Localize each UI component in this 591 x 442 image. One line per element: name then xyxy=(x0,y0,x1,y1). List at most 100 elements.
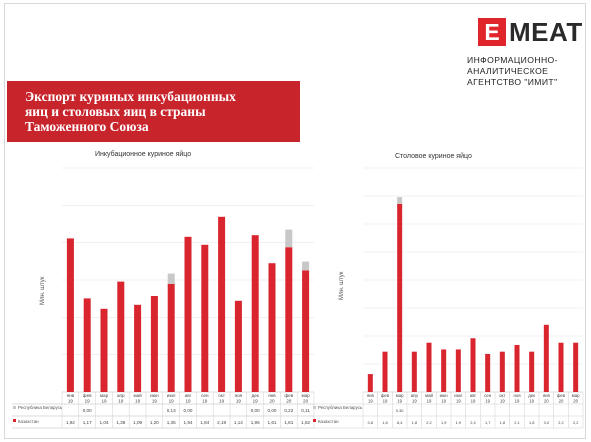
chart1-legend-key-belarus xyxy=(313,406,316,409)
agency-line-2: АНАЛИТИЧЕСКОЕ xyxy=(467,66,549,76)
chart0-legend-kazakhstan: Казахстан xyxy=(18,419,39,424)
chart1-bar-kazakhstan xyxy=(514,344,520,392)
chart0-value-kazakhstan: 1,04 xyxy=(100,420,109,425)
chart0-category-label: сен xyxy=(201,393,209,398)
chart1-value-kazakhstan: 2,4 xyxy=(470,420,476,425)
chart0-category-label: 19 xyxy=(219,399,225,404)
chart1-value-kazakhstan: 1,8 xyxy=(382,420,387,425)
chart1-category-label: 19 xyxy=(471,399,476,404)
chart1-bar-kazakhstan xyxy=(573,342,579,392)
chart0-bar-belarus xyxy=(285,229,293,248)
agency-line-1: ИНФОРМАЦИОННО- xyxy=(467,55,558,65)
chart1-bar-kazakhstan xyxy=(543,324,549,392)
chart0-category-label: окт xyxy=(218,393,226,398)
chart1-category-label: авг xyxy=(470,393,477,398)
chart0-bar-kazakhstan xyxy=(201,244,209,392)
chart1-category-label: 19 xyxy=(412,399,417,404)
chart1-category-label: фев xyxy=(557,393,566,398)
chart1-bar-kazakhstan xyxy=(455,349,461,392)
chart0-bar-kazakhstan xyxy=(218,216,226,392)
chart0-value-kazakhstan: 1,35 xyxy=(167,420,176,425)
chart1-value-kazakhstan: 2,2 xyxy=(426,420,431,425)
chart1-value-kazakhstan: 2,2 xyxy=(573,420,578,425)
chart0-value-kazakhstan: 1,09 xyxy=(133,420,142,425)
chart1-value-kazakhstan: 1,7 xyxy=(485,420,490,425)
chart0-value-kazakhstan: 1,14 xyxy=(234,420,243,425)
chart1-value-belarus: 0,30 xyxy=(396,408,404,413)
chart0-category-label: май xyxy=(133,392,142,398)
chart1-bar-kazakhstan xyxy=(529,351,535,392)
chart0-category-label: апр xyxy=(117,393,125,398)
chart1-bar-kazakhstan xyxy=(367,374,373,392)
chart0-value-belarus: 0,00 xyxy=(184,408,193,413)
chart0-value-belarus: 0,13 xyxy=(167,408,176,413)
chart0-bar-kazakhstan xyxy=(83,298,91,392)
chart0-bar-kazakhstan xyxy=(134,304,142,392)
chart0-category-label: авг xyxy=(185,393,192,398)
chart0-bar-kazakhstan xyxy=(302,270,310,392)
chart1-bar-kazakhstan xyxy=(397,203,403,392)
slide-title-line-1: Экспорт куриных инкубационных xyxy=(25,89,236,104)
chart0-category-label: янв xyxy=(268,393,276,398)
chart1-category-label: 20 xyxy=(559,399,564,404)
chart1-value-kazakhstan: 2,2 xyxy=(558,420,563,425)
chart1-legend-belarus: Республика Беларусь xyxy=(318,405,363,410)
chart1-category-label: сен xyxy=(484,393,492,398)
chart0-bar-kazakhstan xyxy=(285,247,293,392)
chart0-category-label: 20 xyxy=(269,399,275,404)
chart-title-hatching: Инкубационное куриное яйцо xyxy=(95,151,192,158)
chart0-category-label: фев xyxy=(284,393,293,398)
chart0-legend-key-kazakhstan xyxy=(13,419,16,422)
chart1-bar-kazakhstan xyxy=(499,351,505,392)
chart1-value-kazakhstan: 1,8 xyxy=(412,420,417,425)
chart0-bar-belarus xyxy=(302,261,310,271)
chart1-bar-kazakhstan xyxy=(411,351,417,392)
chart1-value-kazakhstan: 8,4 xyxy=(397,420,403,425)
chart1-value-kazakhstan: 1,8 xyxy=(529,420,534,425)
chart0-value-belarus: 0,00 xyxy=(251,408,260,413)
chart1-category-label: 19 xyxy=(456,399,461,404)
chart0-value-kazakhstan: 1,38 xyxy=(116,420,125,425)
chart1-value-kazakhstan: 3,0 xyxy=(544,420,550,425)
chart0-value-kazakhstan: 1,17 xyxy=(83,420,92,425)
chart0-category-label: 19 xyxy=(85,399,91,404)
chart0-category-label: июл xyxy=(167,393,176,398)
chart0-bar-kazakhstan xyxy=(268,263,276,392)
chart1-category-label: апр xyxy=(411,393,419,398)
chart0-value-belarus: 0,00 xyxy=(268,408,277,413)
chart0-value-belarus: 0,22 xyxy=(284,408,293,413)
chart0-value-belarus: 0,11 xyxy=(301,408,310,413)
chart0-bar-kazakhstan xyxy=(66,238,74,392)
agency-line-3: АГЕНТСТВО "ИМИТ" xyxy=(467,77,558,87)
chart0-value-kazakhstan: 1,84 xyxy=(200,420,209,425)
chart1-legend-key-kazakhstan xyxy=(313,419,316,422)
chart0-category-label: 19 xyxy=(253,399,259,404)
chart0-category-label: 19 xyxy=(118,399,124,404)
chart0-category-label: дек xyxy=(252,393,260,398)
chart1-bar-kazakhstan xyxy=(470,338,476,392)
chart1-category-label: 19 xyxy=(529,399,534,404)
chart1-category-label: янв xyxy=(367,393,375,398)
logo-letter: E xyxy=(478,18,506,46)
slide-title-line-2: яиц и столовых яиц в страны xyxy=(25,104,206,119)
chart0-category-label: 19 xyxy=(169,399,175,404)
chart1-bar-kazakhstan xyxy=(485,353,491,392)
chart0-category-label: 20 xyxy=(303,399,309,404)
chart0-category-label: 19 xyxy=(202,399,208,404)
chart0-category-label: ноя xyxy=(235,393,243,398)
agency-name: ИНФОРМАЦИОННО- АНАЛИТИЧЕСКОЕ АГЕНТСТВО "… xyxy=(467,55,585,88)
chart0-value-kazakhstan: 2,19 xyxy=(217,420,226,425)
slide-title: Экспорт куриных инкубационных яиц и стол… xyxy=(7,81,300,142)
chart1-category-label: мар xyxy=(572,393,580,398)
chart1-category-label: дек xyxy=(528,393,535,398)
chart0-bar-kazakhstan xyxy=(234,300,242,392)
chart0-value-kazakhstan: 1,94 xyxy=(184,420,193,425)
chart1-category-label: 19 xyxy=(368,399,373,404)
chart1-category-label: 19 xyxy=(500,399,505,404)
chart1-category-label: июн xyxy=(440,393,449,398)
chart0-bar-kazakhstan xyxy=(100,308,108,392)
chart1-category-label: июл xyxy=(454,393,463,398)
slide-title-line-3: Таможенного Союза xyxy=(25,119,149,134)
chart0-bar-kazakhstan xyxy=(150,296,158,392)
